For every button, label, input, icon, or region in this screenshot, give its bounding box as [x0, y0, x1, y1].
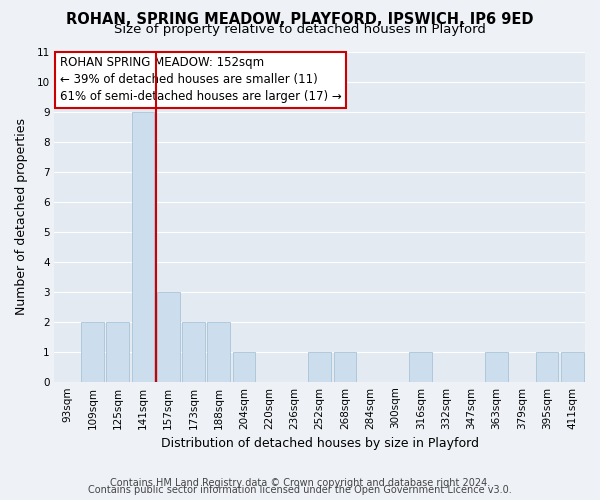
- Text: Contains public sector information licensed under the Open Government Licence v3: Contains public sector information licen…: [88, 485, 512, 495]
- X-axis label: Distribution of detached houses by size in Playford: Distribution of detached houses by size …: [161, 437, 479, 450]
- Y-axis label: Number of detached properties: Number of detached properties: [15, 118, 28, 315]
- Bar: [409, 352, 432, 382]
- Bar: [131, 112, 154, 382]
- Bar: [182, 322, 205, 382]
- Bar: [207, 322, 230, 382]
- Bar: [233, 352, 255, 382]
- Bar: [81, 322, 104, 382]
- Bar: [485, 352, 508, 382]
- Text: ROHAN SPRING MEADOW: 152sqm
← 39% of detached houses are smaller (11)
61% of sem: ROHAN SPRING MEADOW: 152sqm ← 39% of det…: [60, 56, 341, 104]
- Text: ROHAN, SPRING MEADOW, PLAYFORD, IPSWICH, IP6 9ED: ROHAN, SPRING MEADOW, PLAYFORD, IPSWICH,…: [66, 12, 534, 28]
- Text: Contains HM Land Registry data © Crown copyright and database right 2024.: Contains HM Land Registry data © Crown c…: [110, 478, 490, 488]
- Bar: [536, 352, 559, 382]
- Bar: [334, 352, 356, 382]
- Bar: [106, 322, 129, 382]
- Bar: [561, 352, 584, 382]
- Bar: [308, 352, 331, 382]
- Text: Size of property relative to detached houses in Playford: Size of property relative to detached ho…: [114, 22, 486, 36]
- Bar: [157, 292, 179, 382]
